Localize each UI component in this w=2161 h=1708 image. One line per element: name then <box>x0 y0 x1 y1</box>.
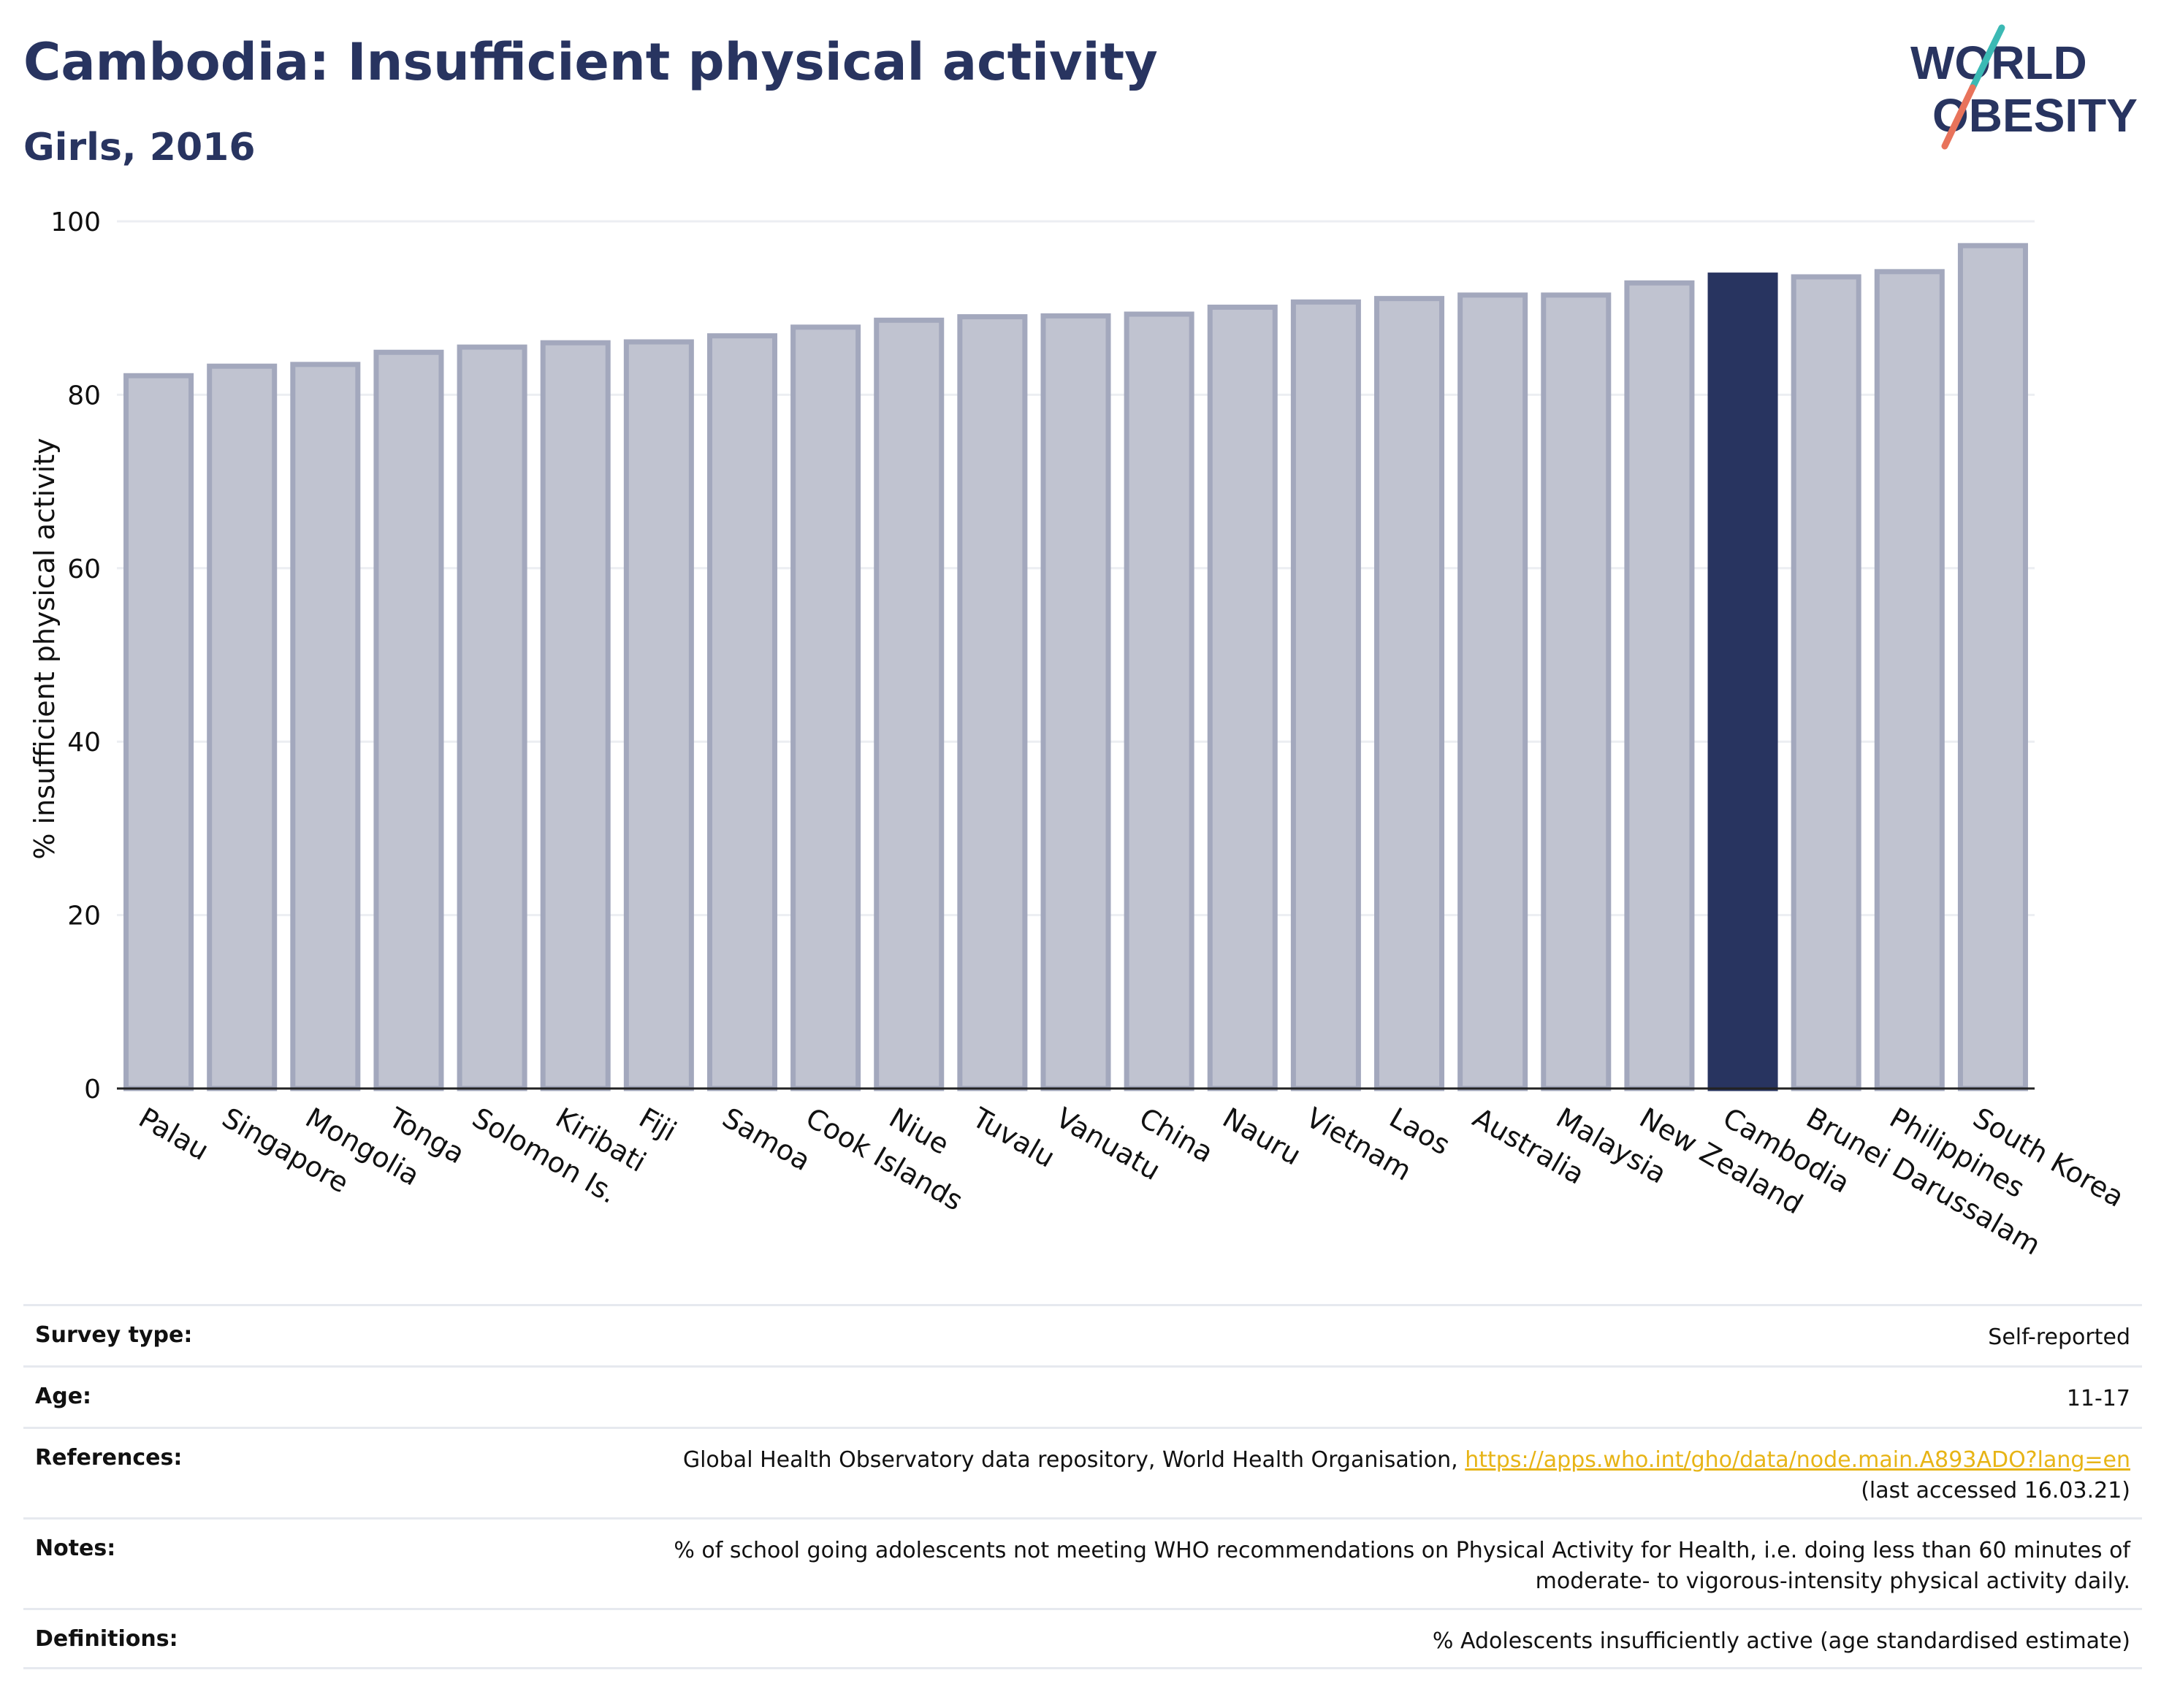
meta-value: Self-reported <box>1988 1324 2130 1350</box>
y-tick-label: 40 <box>67 728 101 758</box>
meta-value: % Adolescents insufficiently active (age… <box>1432 1628 2130 1654</box>
meta-value: % of school going adolescents not meetin… <box>674 1538 2130 1594</box>
y-tick-label: 60 <box>67 554 101 584</box>
bar-australia <box>1457 292 1528 1091</box>
logo-line-1: WORLD <box>1910 37 2087 89</box>
meta-label: Age: <box>35 1384 92 1409</box>
y-tick-label: 20 <box>67 901 101 931</box>
x-tick-label: Palau <box>134 1102 215 1167</box>
y-tick-label: 0 <box>84 1075 101 1105</box>
bar-niue <box>874 317 945 1091</box>
page-subtitle: Girls, 2016 <box>23 126 256 169</box>
world-obesity-logo: WORLD OBESITY <box>1910 24 2138 150</box>
logo-accent-top <box>1969 24 2005 91</box>
x-tick-label: Tuvalu <box>967 1101 1060 1174</box>
x-tick-label: Cook Islands <box>801 1102 969 1217</box>
bar-tuvalu <box>957 314 1028 1091</box>
bar-vanuatu <box>1040 313 1111 1091</box>
bar-palau <box>123 373 194 1091</box>
bar-fiji <box>623 339 694 1091</box>
x-tick-label: Samoa <box>717 1102 815 1178</box>
bar-cambodia <box>1707 272 1778 1091</box>
bar-samoa <box>706 333 777 1091</box>
y-tick-labels: 0 20 40 60 80 100 <box>50 207 101 1105</box>
meta-row: Age: 11-17 <box>23 1365 2142 1427</box>
meta-row: References: Global Health Observatory dat… <box>23 1427 2142 1517</box>
bar-brunei-darussalam <box>1791 274 1861 1091</box>
x-tick-label: Nauru <box>1217 1102 1306 1172</box>
bar-solomon-is- <box>457 344 527 1091</box>
meta-label: Definitions: <box>35 1626 178 1652</box>
bar-vietnam <box>1290 299 1361 1091</box>
meta-label: Notes: <box>35 1536 116 1561</box>
bar-singapore <box>207 363 278 1091</box>
logo-accent-bottom <box>1941 84 1976 150</box>
meta-row: Notes: % of school going adolescents not … <box>23 1517 2142 1608</box>
x-tick-label: Fiji <box>633 1102 682 1148</box>
bar-mongolia <box>290 362 361 1091</box>
metadata-table: Survey type: Self-reported Age: 11-17 Refere… <box>23 1304 2142 1669</box>
bar-china <box>1124 311 1194 1091</box>
bar-south-korea <box>1957 243 2028 1091</box>
bar-chart: 0 20 40 60 80 100 Palau SingaporeMongoliaTonga… <box>28 207 2130 1262</box>
page-title: Cambodia: Insufficient physical activity <box>23 32 1158 92</box>
bar-tonga <box>373 349 444 1091</box>
meta-row: Definitions: % Adolescents insufficiently… <box>23 1608 2142 1669</box>
bar-philippines <box>1874 269 1945 1091</box>
y-tick-label: 80 <box>67 381 101 411</box>
meta-label: References: <box>35 1445 183 1471</box>
meta-value: Global Health Observatory data repositor… <box>682 1447 2130 1503</box>
bar-kiribati <box>540 340 611 1091</box>
bar-new-zealand <box>1624 280 1695 1091</box>
meta-label: Survey type: <box>35 1322 193 1348</box>
bar-laos <box>1374 296 1445 1091</box>
meta-value: 11-17 <box>2066 1386 2130 1411</box>
bars <box>117 243 2035 1091</box>
y-axis-label: % insufficient physical activity <box>28 438 61 859</box>
bar-nauru <box>1207 305 1278 1091</box>
meta-row: Survey type: Self-reported <box>23 1304 2142 1365</box>
bar-cook-islands <box>790 324 861 1091</box>
reference-link[interactable]: https://apps.who.int/gho/data/node.main.… <box>1465 1447 2130 1473</box>
y-tick-label: 100 <box>50 207 101 237</box>
bar-malaysia <box>1541 292 1612 1091</box>
